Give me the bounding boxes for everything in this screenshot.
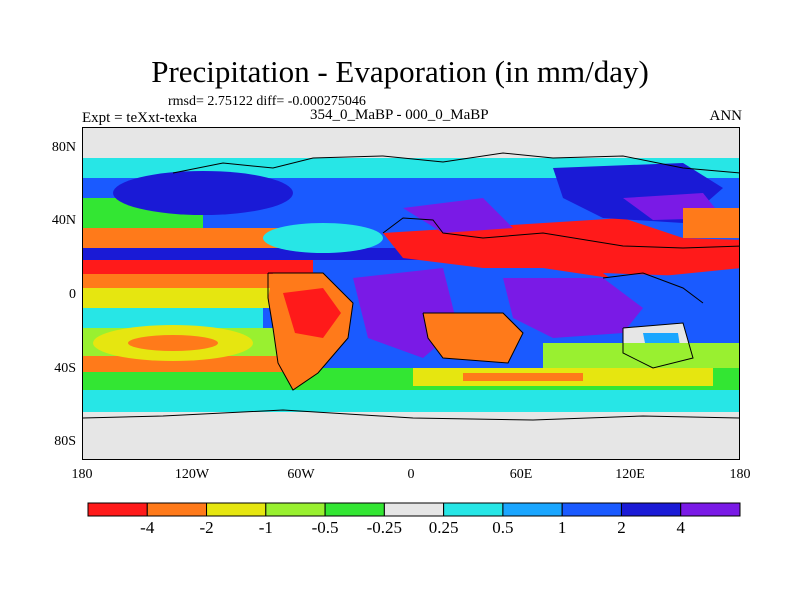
colorbar — [86, 502, 742, 523]
coastline — [622, 322, 694, 369]
field-blob — [423, 313, 523, 363]
season-label: ANN — [709, 108, 743, 124]
colorbar-label: -1 — [258, 518, 273, 537]
x-tick-label: 0 — [407, 467, 415, 482]
field-blob — [383, 218, 739, 280]
x-tick-label: 120W — [174, 467, 210, 482]
y-tick-label: 40N — [51, 213, 76, 228]
y-tick-label: 80N — [51, 140, 76, 155]
colorbar-label: 4 — [676, 518, 685, 537]
colorbar-swatch — [620, 502, 682, 517]
field-blob — [113, 171, 293, 215]
field-band — [83, 228, 283, 248]
chart-subtitle: 354_0_MaBP - 000_0_MaBP — [310, 107, 489, 123]
x-tick-label: 120E — [615, 467, 645, 482]
stats-line: rmsd= 2.75122 diff= -0.000275046 — [168, 94, 366, 109]
field-band — [83, 356, 283, 372]
continent-outlines — [83, 152, 739, 421]
y-tick-label: 40S — [54, 361, 76, 376]
colorbar-swatch — [502, 502, 563, 517]
field-band — [83, 260, 313, 274]
colorbar-label: -0.5 — [311, 518, 339, 537]
colorbar-swatch — [680, 502, 741, 517]
y-tick-label: 80S — [54, 434, 76, 449]
coastline — [267, 272, 354, 391]
field-blob — [683, 208, 739, 238]
colorbar-label: 0.25 — [428, 518, 459, 537]
field-band — [463, 373, 583, 381]
field-blob — [503, 278, 643, 338]
field-band — [83, 390, 739, 412]
field-blob — [603, 273, 739, 308]
colorbar-swatch — [265, 502, 326, 517]
field-blob — [283, 288, 341, 338]
map-field — [83, 128, 739, 459]
colorbar-swatch — [324, 502, 385, 517]
experiment-label: Expt = teXxt-texka — [82, 110, 198, 126]
field-blob — [128, 335, 218, 351]
colorbar-swatch — [443, 502, 504, 517]
colorbar-label: -0.25 — [366, 518, 403, 537]
coastline — [382, 217, 739, 249]
colorbar-swatch — [561, 502, 622, 517]
y-tick-label: 0 — [69, 287, 76, 302]
colorbar-swatch — [87, 502, 148, 517]
field-band — [83, 308, 263, 328]
field-band — [543, 343, 739, 368]
field-band — [83, 288, 303, 308]
field-arctic — [83, 128, 739, 158]
chart-title: Precipitation - Evaporation (in mm/day) — [151, 54, 649, 89]
colorbar-swatch — [146, 502, 208, 517]
colorbar-label: 1 — [557, 518, 567, 537]
field-blob — [403, 198, 513, 233]
map-plot-area — [82, 127, 740, 460]
colorbar-label: 2 — [617, 518, 626, 537]
field-band — [83, 274, 283, 288]
x-tick-label: 60W — [287, 467, 315, 482]
colorbar-label: -2 — [199, 518, 214, 537]
colorbar-label: 0.5 — [492, 518, 514, 537]
colorbar-swatches — [87, 502, 741, 517]
x-tick-label: 180 — [729, 467, 751, 482]
colorbar-swatch — [383, 502, 445, 517]
colorbar-label: -4 — [140, 518, 155, 537]
x-tick-label: 60E — [509, 467, 533, 482]
colorbar-swatch — [206, 502, 267, 517]
coastline — [172, 152, 739, 174]
coastline — [83, 409, 739, 421]
coastline — [602, 272, 704, 304]
x-tick-label: 180 — [71, 467, 93, 482]
field-blob — [263, 223, 383, 253]
coastline — [422, 312, 524, 364]
